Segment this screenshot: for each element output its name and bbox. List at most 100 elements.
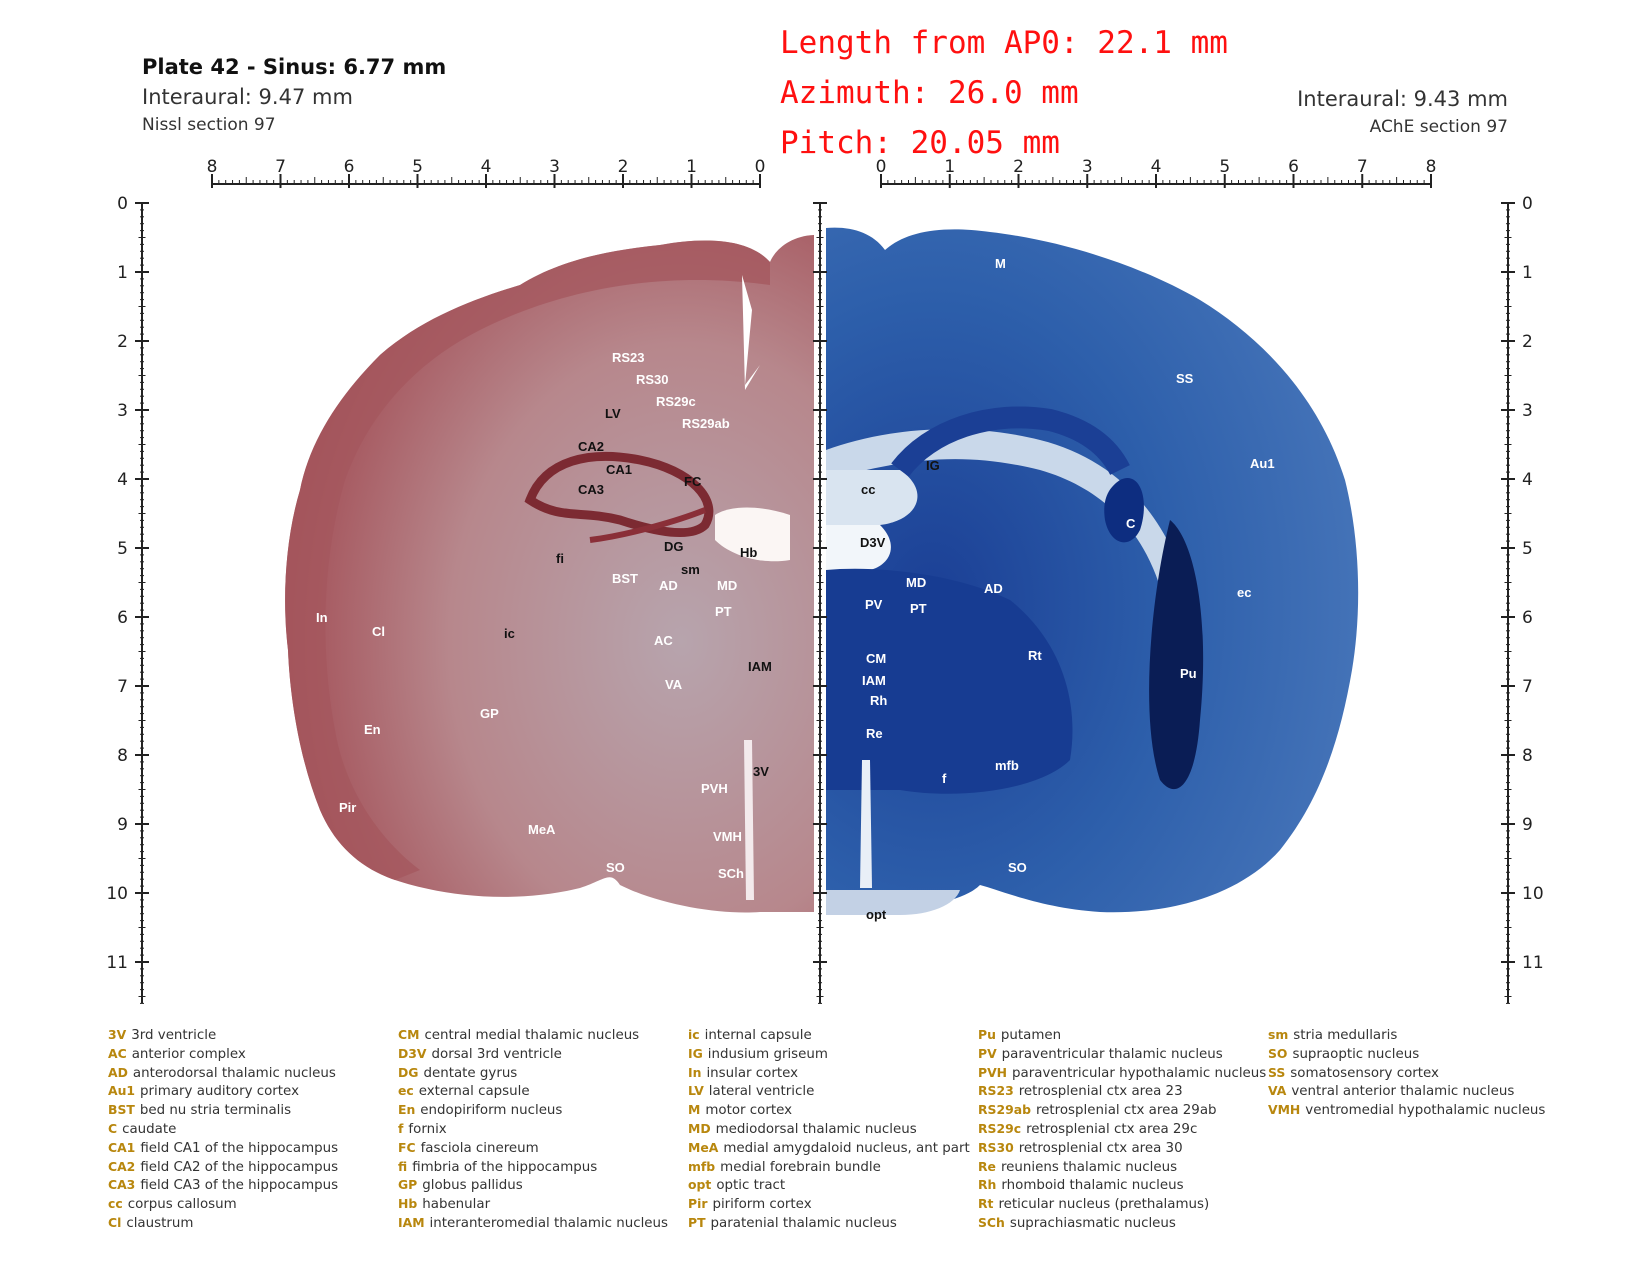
legend-entry: IG indusium griseum xyxy=(688,1045,970,1064)
legend-abbreviation: AD xyxy=(108,1064,128,1080)
legend-description: field CA2 of the hippocampus xyxy=(140,1159,339,1175)
legend-entry: opt optic tract xyxy=(688,1176,970,1195)
ache-optic-tract xyxy=(826,890,960,915)
legend-entry: ec external capsule xyxy=(398,1082,668,1101)
length-readout: Length from AP0: 22.1 mm xyxy=(780,25,1228,61)
legend-entry: VMH ventromedial hypothalamic nucleus xyxy=(1268,1101,1545,1120)
legend-abbreviation: Pir xyxy=(688,1196,708,1212)
ache-tissue xyxy=(826,227,1359,913)
pitch-readout: Pitch: 20.05 mm xyxy=(780,125,1060,161)
legend-abbreviation: En xyxy=(398,1102,416,1118)
legend-entry: DG dentate gyrus xyxy=(398,1064,668,1083)
legend-abbreviation: ec xyxy=(398,1083,414,1099)
top-right-ruler: 0 1 2 3 4 5 6 7 8 xyxy=(876,157,1436,188)
top-left-ruler: 8 7 6 5 4 3 2 1 0 xyxy=(207,157,765,188)
legend-abbreviation: opt xyxy=(688,1177,712,1193)
legend-entry: ic internal capsule xyxy=(688,1026,970,1045)
legend-abbreviation: SCh xyxy=(978,1214,1005,1230)
label-rt: Rt xyxy=(1028,648,1042,663)
left-ruler-tick-label: 1 xyxy=(117,263,128,283)
nissl-hemisphere xyxy=(285,235,814,913)
label-rs30: RS30 xyxy=(636,372,669,387)
abbreviation-legend: 3V 3rd ventricle AC anterior complex AD anter… xyxy=(108,1026,1588,1231)
label-hb: Hb xyxy=(740,545,757,560)
right-ruler-tick-label: 3 xyxy=(1522,401,1533,421)
legend-entry: CA2 field CA2 of the hippocampus xyxy=(108,1158,338,1177)
legend-description: dorsal 3rd ventricle xyxy=(431,1046,562,1062)
label-fi: fi xyxy=(556,551,564,566)
header-right: Interaural: 9.43 mm AChE section 97 xyxy=(1297,84,1508,140)
legend-entry: PV paraventricular thalamic nucleus xyxy=(978,1045,1266,1064)
legend-description: ventromedial hypothalamic nucleus xyxy=(1305,1103,1546,1119)
legend-entry: Rt reticular nucleus (prethalamus) xyxy=(978,1195,1266,1214)
label-ic: ic xyxy=(504,626,515,641)
label-pu: Pu xyxy=(1180,666,1197,681)
legend-description: paratenial thalamic nucleus xyxy=(710,1215,897,1231)
legend-description: somatosensory cortex xyxy=(1290,1065,1439,1081)
legend-entry: PT paratenial thalamic nucleus xyxy=(688,1214,970,1233)
label-rs23: RS23 xyxy=(612,350,645,365)
legend-description: reuniens thalamic nucleus xyxy=(1000,1159,1178,1175)
legend-entry: cc corpus callosum xyxy=(108,1195,338,1214)
legend-entry: LV lateral ventricle xyxy=(688,1082,970,1101)
ache-hippocampus xyxy=(891,406,1130,477)
label-so-right: SO xyxy=(1008,860,1027,875)
ache-putamen xyxy=(1149,520,1204,790)
legend-abbreviation: CA2 xyxy=(108,1158,136,1174)
left-ruler-tick-label: 6 xyxy=(117,608,128,628)
legend-description: corpus callosum xyxy=(127,1197,237,1213)
legend-description: primary auditory cortex xyxy=(140,1084,299,1100)
legend-abbreviation: Rh xyxy=(978,1177,997,1193)
left-ruler-tick-label: 3 xyxy=(117,401,128,421)
top-right-ruler-tick-label: 2 xyxy=(1013,157,1024,177)
nissl-hippocampus xyxy=(524,451,714,538)
label-pt: PT xyxy=(715,604,732,619)
top-left-ruler-tick-label: 3 xyxy=(549,157,560,177)
legend-abbreviation: RS29c xyxy=(978,1120,1022,1136)
legend-entry: IAM interanteromedial thalamic nucleus xyxy=(398,1214,668,1233)
legend-description: fornix xyxy=(408,1121,447,1137)
right-ruler-tick-label: 4 xyxy=(1522,470,1533,490)
legend-description: bed nu stria terminalis xyxy=(139,1103,292,1119)
label-pvh: PVH xyxy=(701,781,728,796)
legend-entry: sm stria medullaris xyxy=(1268,1026,1545,1045)
label-bst: BST xyxy=(612,571,638,586)
legend-description: medial amygdaloid nucleus, ant part xyxy=(723,1140,970,1156)
label-ad-right: AD xyxy=(984,581,1003,596)
legend-abbreviation: RS30 xyxy=(978,1139,1014,1155)
legend-entry: RS29ab retrosplenial ctx area 29ab xyxy=(978,1101,1266,1120)
legend-abbreviation: VMH xyxy=(1268,1102,1301,1118)
legend-description: field CA3 of the hippocampus xyxy=(140,1178,339,1194)
legend-description: indusium griseum xyxy=(707,1046,828,1062)
legend-abbreviation: AC xyxy=(108,1045,127,1061)
coordinate-readout: Length from AP0: 22.1 mm Azimuth: 26.0 m… xyxy=(780,18,1228,168)
left-ruler-tick-label: 5 xyxy=(117,539,128,559)
right-ruler-tick-label: 9 xyxy=(1522,815,1533,835)
label-mea: MeA xyxy=(528,822,556,837)
legend-column: sm stria medullaris SO supraoptic nucleus SS… xyxy=(1268,1026,1545,1120)
legend-entry: Hb habenular xyxy=(398,1195,668,1214)
label-fc: FC xyxy=(684,474,702,489)
legend-abbreviation: C xyxy=(108,1120,118,1136)
header-left: Plate 42 - Sinus: 6.77 mm Interaural: 9.… xyxy=(142,52,446,138)
label-en: En xyxy=(364,722,381,737)
left-region-labels: RS23 RS30 RS29c RS29ab LV CA2 CA1 CA3 FC… xyxy=(316,350,772,881)
top-left-ruler-tick-label: 4 xyxy=(481,157,492,177)
nissl-dentate xyxy=(589,507,707,543)
legend-abbreviation: sm xyxy=(1268,1027,1289,1042)
top-left-ruler-tick-label: 6 xyxy=(344,157,355,177)
legend-description: fimbria of the hippocampus xyxy=(412,1159,598,1175)
label-f: f xyxy=(942,771,947,786)
top-left-ruler-tick-label: 8 xyxy=(207,157,218,177)
legend-abbreviation: IAM xyxy=(398,1214,425,1230)
legend-abbreviation: VA xyxy=(1268,1083,1287,1099)
legend-entry: MD mediodorsal thalamic nucleus xyxy=(688,1120,970,1139)
ache-third-ventricle xyxy=(860,760,872,888)
legend-description: reticular nucleus (prethalamus) xyxy=(998,1197,1210,1213)
plate-title: Plate 42 - Sinus: 6.77 mm xyxy=(142,55,447,79)
legend-entry: RS29c retrosplenial ctx area 29c xyxy=(978,1120,1266,1139)
legend-description: paraventricular thalamic nucleus xyxy=(1001,1046,1223,1062)
label-re: Re xyxy=(866,726,883,741)
legend-description: globus pallidus xyxy=(422,1178,523,1194)
